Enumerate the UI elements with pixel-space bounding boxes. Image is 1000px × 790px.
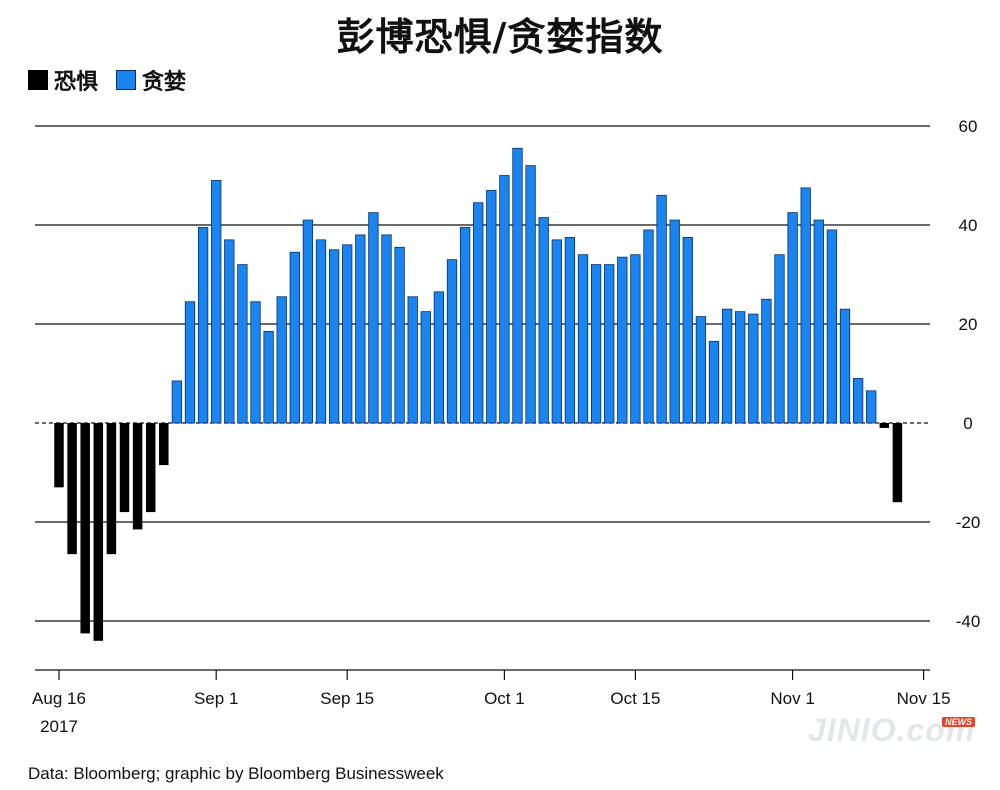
bar-52: [735, 311, 746, 424]
bar-39: [564, 236, 576, 424]
bar-11: [197, 227, 209, 424]
bar-23: [355, 234, 366, 424]
bar-62: [866, 390, 877, 424]
bar-10: [184, 301, 196, 424]
source-note: Data: Bloomberg; graphic by Bloomberg Bu…: [28, 764, 444, 783]
bar-32: [473, 202, 484, 424]
bar-35: [512, 147, 523, 424]
bar-28: [420, 311, 431, 424]
bar-24: [368, 212, 379, 424]
bar-46: [656, 194, 667, 424]
y-tick-label-60: 60: [959, 117, 978, 136]
bar-30: [446, 259, 458, 424]
bar-42: [604, 264, 615, 424]
bar-4: [106, 423, 117, 555]
bar-16: [263, 331, 274, 424]
bar-29: [433, 291, 445, 424]
bar-26: [394, 246, 405, 424]
x-tick-label-1: Sep 1: [194, 689, 238, 708]
bar-15: [250, 301, 261, 424]
x-tick-label-3: Oct 1: [484, 689, 525, 708]
y-tick-label-neg20: -20: [956, 513, 981, 532]
watermark-news-tag: NEWS: [942, 717, 975, 727]
bar-57: [800, 187, 811, 424]
bar-56: [787, 212, 798, 424]
bar-21: [328, 249, 340, 424]
y-tick-label-0: 0: [963, 414, 972, 433]
y-tick-label-40: 40: [959, 216, 978, 235]
bar-36: [525, 165, 536, 424]
bar-60: [839, 308, 851, 424]
bar-40: [577, 254, 589, 424]
bar-34: [499, 175, 510, 424]
bar-31: [459, 227, 471, 424]
bar-63: [879, 423, 890, 428]
bar-38: [551, 239, 562, 424]
legend-label-greed: 贪婪: [142, 70, 187, 95]
bar-53: [748, 313, 759, 424]
bar-47: [669, 219, 680, 424]
bar-17: [276, 296, 287, 424]
bar-7: [145, 423, 156, 513]
x-tick-label-6: Nov 15: [897, 689, 951, 708]
bar-55: [774, 254, 785, 424]
bar-33: [486, 189, 497, 424]
bar-14: [237, 264, 248, 424]
y-tick-label-20: 20: [959, 315, 978, 334]
bar-37: [538, 217, 549, 424]
bar-49: [695, 316, 707, 424]
bar-12: [211, 180, 222, 424]
bar-8: [159, 423, 169, 466]
bar-43: [617, 256, 628, 424]
bar-9: [171, 380, 183, 424]
x-tick-label-5: Nov 1: [770, 689, 814, 708]
bar-13: [224, 239, 235, 424]
bar-61: [852, 378, 864, 424]
bar-59: [826, 229, 838, 424]
legend-label-fear: 恐惧: [54, 70, 99, 95]
bar-20: [315, 239, 327, 424]
legend-item-fear: 恐惧: [28, 64, 98, 96]
bar-44: [630, 254, 641, 424]
chart-title: 彭博恐惧/贪婪指数: [336, 15, 664, 59]
legend-item-greed: 贪婪: [116, 64, 186, 96]
bar-51: [721, 308, 733, 424]
bar-22: [342, 244, 353, 424]
bar-48: [682, 236, 693, 424]
bar-2: [80, 423, 90, 634]
bar-45: [643, 229, 654, 424]
y-tick-label-neg40: -40: [956, 612, 981, 631]
legend-swatch-fear: [28, 70, 48, 90]
bar-50: [708, 340, 720, 424]
bar-18: [289, 251, 300, 424]
bar-19: [302, 219, 314, 424]
x-tick-label-2: Sep 15: [320, 689, 374, 708]
bar-27: [407, 296, 418, 424]
bar-64: [892, 423, 903, 503]
bar-5: [119, 423, 130, 513]
x-tick-label-4: Oct 15: [610, 689, 660, 708]
bar-54: [761, 298, 772, 424]
bar-58: [813, 219, 824, 424]
legend: 恐惧 贪婪: [28, 64, 204, 96]
legend-swatch-greed: [116, 70, 137, 90]
bar-0: [54, 423, 64, 488]
x-tick-sublabel-0: 2017: [40, 717, 78, 736]
bar-25: [381, 234, 392, 424]
bar-3: [93, 423, 104, 641]
bar-1: [67, 423, 77, 555]
bar-41: [590, 264, 602, 424]
bar-6: [132, 423, 143, 530]
x-tick-label-0: Aug 16: [32, 689, 86, 708]
